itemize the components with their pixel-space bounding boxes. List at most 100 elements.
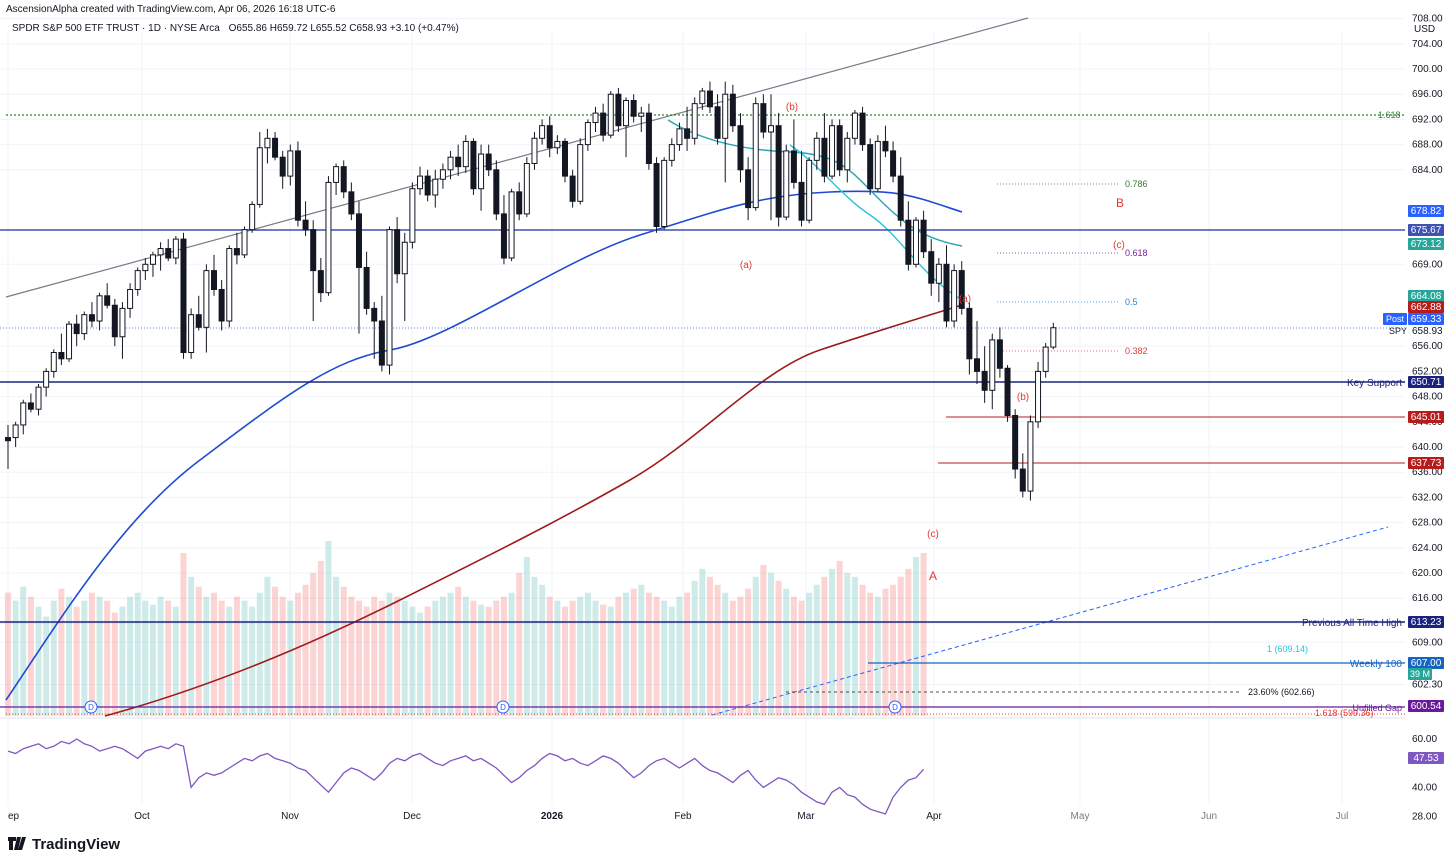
volume-bar bbox=[775, 580, 782, 716]
volume-bar bbox=[783, 588, 790, 716]
volume-bar bbox=[539, 584, 546, 716]
candle-body bbox=[829, 125, 836, 177]
candle-body bbox=[394, 229, 401, 275]
volume-bar bbox=[409, 606, 416, 716]
volume-bar bbox=[88, 592, 95, 716]
price-badge bbox=[1408, 313, 1444, 325]
price-badge bbox=[1408, 657, 1444, 669]
currency-label[interactable]: USD bbox=[1414, 24, 1436, 35]
price-axis[interactable]: 708.00 704.00 700.00 696.00 692.00 688.00 684.… bbox=[1383, 14, 1444, 823]
candle-body bbox=[905, 219, 912, 265]
price-badge-label: 678.82 bbox=[1411, 206, 1442, 217]
tradingview-logo: TradingView bbox=[8, 836, 120, 853]
candle-body bbox=[691, 103, 698, 139]
volume-bar bbox=[684, 592, 691, 716]
volume-bar bbox=[722, 592, 729, 716]
candle-body bbox=[890, 150, 897, 177]
price-tick-label: 688.00 bbox=[1412, 140, 1443, 151]
candle-body bbox=[340, 166, 347, 193]
price-tick-label: 616.00 bbox=[1412, 593, 1443, 604]
price-badge bbox=[1408, 376, 1444, 388]
price-badge bbox=[1408, 457, 1444, 469]
time-axis[interactable]: ep Oct Nov Dec 2026 Feb Mar Apr May Jun Jul bbox=[8, 811, 1348, 822]
price-tick-label: 609.00 bbox=[1412, 637, 1443, 648]
candle-body bbox=[752, 103, 759, 209]
volume-bar bbox=[294, 592, 301, 716]
candle-body bbox=[661, 159, 668, 228]
volume-bar bbox=[752, 576, 759, 716]
post-badge bbox=[1383, 313, 1407, 325]
volume-bar bbox=[27, 596, 34, 716]
price-tick-label: 628.00 bbox=[1412, 518, 1443, 529]
candle-body bbox=[104, 295, 111, 306]
volume-bar bbox=[127, 596, 134, 716]
ohlc-values: O655.86 H659.72 L655.52 C658.93 +3.10 (+… bbox=[228, 23, 459, 34]
candle-body bbox=[684, 128, 691, 139]
candle-body bbox=[974, 358, 981, 372]
volume-bar bbox=[35, 606, 42, 716]
price-badge-label: 47.53 bbox=[1413, 753, 1438, 764]
price-badge-label: 675.67 bbox=[1411, 225, 1442, 236]
price-badge-label: 664.08 bbox=[1411, 291, 1442, 302]
candle-body bbox=[645, 112, 652, 164]
candle-body bbox=[211, 270, 218, 291]
volume-bar bbox=[600, 604, 607, 716]
volume-bar bbox=[96, 596, 103, 716]
level-label: Weekly 100 bbox=[1350, 659, 1403, 670]
wave-label: (b) bbox=[1017, 392, 1029, 403]
candle-body bbox=[653, 163, 660, 227]
volume-bar bbox=[912, 556, 919, 716]
volume-bar bbox=[508, 592, 515, 716]
volume-bar bbox=[882, 588, 889, 716]
price-tick-label: 652.00 bbox=[1412, 366, 1443, 377]
volume-bar bbox=[844, 572, 851, 716]
volume-bar bbox=[470, 600, 477, 716]
volume-bar bbox=[516, 572, 523, 716]
volume-bar bbox=[531, 576, 538, 716]
candle-body bbox=[607, 93, 614, 136]
candle-body bbox=[859, 112, 866, 146]
volume-bar bbox=[211, 592, 218, 716]
candle-body bbox=[958, 270, 965, 309]
time-axis-label: Jun bbox=[1201, 811, 1217, 822]
candle-body bbox=[1012, 415, 1019, 470]
price-tick-label: 704.00 bbox=[1412, 39, 1443, 50]
candle-body bbox=[714, 106, 721, 139]
volume-badge bbox=[1408, 668, 1432, 680]
candle-body bbox=[539, 125, 546, 139]
volume-bar bbox=[653, 596, 660, 716]
volume-bar bbox=[424, 606, 431, 716]
wave-label: B bbox=[1116, 196, 1124, 210]
candle-body bbox=[233, 248, 240, 256]
candle-body bbox=[302, 219, 309, 231]
volume-bar bbox=[325, 541, 332, 716]
rsi-tick-label: 28.00 bbox=[1412, 811, 1437, 822]
candle-body bbox=[88, 314, 95, 322]
candle-body bbox=[180, 238, 187, 354]
candle-body bbox=[935, 263, 942, 284]
candle-body bbox=[5, 437, 11, 442]
candle-body bbox=[768, 125, 774, 133]
candle-body bbox=[272, 137, 279, 158]
volume-bar bbox=[554, 600, 561, 716]
candle-body bbox=[1019, 468, 1026, 492]
symbol-legend[interactable]: SPDR S&P 500 ETF TRUST · 1D · NYSE Arca … bbox=[12, 23, 459, 34]
candle-body bbox=[943, 263, 950, 322]
candle-body bbox=[66, 323, 73, 360]
candle-body bbox=[348, 191, 355, 215]
candle-body bbox=[989, 339, 996, 391]
candle-body bbox=[386, 229, 393, 366]
volume-bar bbox=[836, 560, 843, 716]
candle-body bbox=[249, 203, 256, 231]
volume-bar bbox=[417, 612, 424, 716]
price-tick-label: 696.00 bbox=[1412, 89, 1443, 100]
volume-bar bbox=[264, 576, 271, 716]
volume-bar bbox=[493, 600, 500, 716]
candle-body bbox=[600, 112, 607, 136]
fib-retracement-label: 0.618 bbox=[1125, 248, 1148, 258]
candle-body bbox=[836, 125, 843, 171]
candle-body bbox=[485, 153, 492, 171]
time-axis-label: Oct bbox=[134, 811, 150, 822]
volume-bar bbox=[821, 576, 828, 716]
